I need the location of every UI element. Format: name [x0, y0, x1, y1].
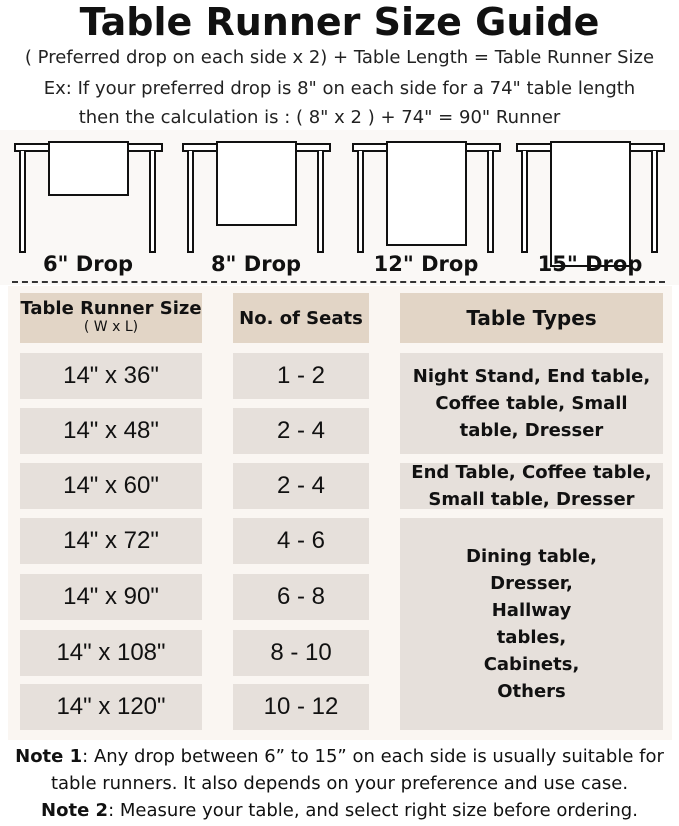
- table-types-cell: End Table, Coffee table, Small table, Dr…: [400, 462, 663, 510]
- runner-drop-illustration: [216, 141, 297, 226]
- table-leg: [149, 151, 156, 253]
- table-leg: [651, 151, 658, 253]
- runner-drop-illustration: [550, 141, 631, 267]
- note-2-label: Note 2: [41, 800, 109, 821]
- header-size-sub: ( W x L): [83, 319, 139, 335]
- header-seats: No. of Seats: [233, 293, 369, 343]
- table-types-cell: Night Stand, End table, Coffee table, Sm…: [400, 353, 663, 454]
- table-leg: [187, 151, 194, 253]
- table-leg: [521, 151, 528, 253]
- size-cell: 14" x 90": [20, 574, 202, 620]
- seats-cell: 2 - 4: [233, 463, 369, 509]
- size-cell: 14" x 36": [20, 353, 202, 399]
- header-size: Table Runner Size ( W x L): [20, 293, 202, 343]
- seats-cell: 1 - 2: [233, 353, 369, 399]
- seats-cell: 10 - 12: [233, 684, 369, 730]
- table-leg: [357, 151, 364, 253]
- table-leg: [487, 151, 494, 253]
- size-cell: 14" x 72": [20, 518, 202, 564]
- note-1-cont: table runners. It also depends on your p…: [50, 773, 629, 794]
- note-2-text: : Measure your table, and select right s…: [108, 800, 638, 821]
- table-types-cell: Dining table, Dresser, Hallway tables, C…: [400, 518, 663, 730]
- page-title: Table Runner Size Guide: [79, 0, 600, 44]
- note-1-text: : Any drop between 6” to 15” on each sid…: [82, 746, 664, 767]
- seats-cell: 8 - 10: [233, 630, 369, 676]
- table-leg: [317, 151, 324, 253]
- size-cell: 14" x 120": [20, 684, 202, 730]
- seats-cell: 2 - 4: [233, 408, 369, 454]
- size-cell: 14" x 60": [20, 463, 202, 509]
- runner-drop-illustration: [386, 141, 467, 246]
- note-2: Note 2: Measure your table, and select r…: [0, 798, 679, 824]
- size-cell: 14" x 48": [20, 408, 202, 454]
- header-size-label: Table Runner Size: [20, 298, 202, 319]
- size-cell: 14" x 108": [20, 630, 202, 676]
- header-types: Table Types: [400, 293, 663, 343]
- note-1: Note 1: Any drop between 6” to 15” on ea…: [0, 744, 679, 770]
- seats-cell: 6 - 8: [233, 574, 369, 620]
- seats-cell: 4 - 6: [233, 518, 369, 564]
- example-line-2: then the calculation is : ( 8" x 2 ) + 7…: [78, 107, 561, 128]
- drop-label: 15" Drop: [537, 252, 643, 276]
- drop-label: 12" Drop: [373, 252, 479, 276]
- note-1-label: Note 1: [15, 746, 83, 767]
- formula-text: ( Preferred drop on each side x 2) + Tab…: [24, 47, 655, 68]
- drop-label: 8" Drop: [210, 252, 302, 276]
- runner-drop-illustration: [48, 141, 129, 196]
- divider: [12, 281, 665, 283]
- table-leg: [19, 151, 26, 253]
- example-line-1: Ex: If your preferred drop is 8" on each…: [43, 78, 636, 99]
- drop-label: 6" Drop: [42, 252, 134, 276]
